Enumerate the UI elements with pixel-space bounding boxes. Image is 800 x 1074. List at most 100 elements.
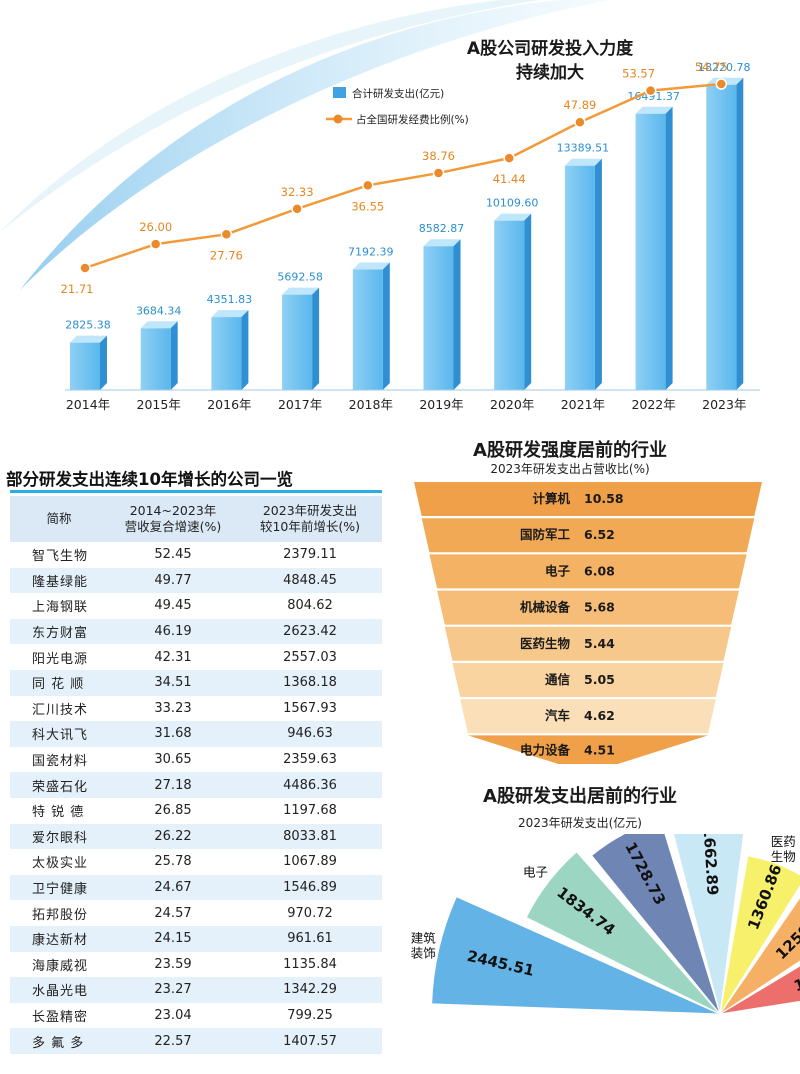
- revenue-growth-cell: 24.15: [108, 925, 238, 952]
- company-name-cell: 水晶光电: [10, 977, 108, 1003]
- bar-value-label: 13389.51: [557, 142, 610, 155]
- fan-value-label: 1662.89: [700, 834, 722, 896]
- fan-category-label: 电子: [523, 864, 548, 879]
- bar-value-label: 5692.58: [277, 271, 323, 284]
- revenue-growth-cell: 26.22: [108, 823, 238, 850]
- revenue-growth-cell: 52.45: [108, 542, 238, 568]
- bar-value-label: 2825.38: [65, 319, 111, 332]
- ratio-point: [574, 116, 586, 128]
- rd-growth-cell: 946.63: [238, 721, 382, 747]
- table-row: 东方财富 46.19 2623.42: [10, 618, 382, 645]
- ratio-point: [715, 78, 728, 90]
- ratio-point: [79, 262, 91, 274]
- x-tick-label: 2018年: [349, 397, 393, 412]
- table-row: 爱尔眼科 26.22 8033.81: [10, 823, 382, 850]
- ratio-value-label: 26.00: [139, 220, 172, 234]
- funnel-value-label: 10.58: [584, 491, 624, 506]
- table-divider: [10, 490, 382, 493]
- funnel-segment: 电力设备 4.51: [467, 735, 709, 764]
- company-name-cell: 智飞生物: [10, 542, 108, 568]
- company-name-cell: 同 花 顺: [10, 669, 108, 696]
- x-tick-label: 2016年: [207, 397, 251, 412]
- funnel-segment: 机械设备 5.68: [437, 590, 739, 625]
- revenue-growth-cell: 25.78: [108, 849, 238, 875]
- ratio-value-label: 53.57: [622, 67, 655, 81]
- table-header-row: 简称 2014~2023年 营收复合增速(%) 2023年研发支出 较10年前增长(…: [10, 496, 382, 542]
- company-name-cell: 多 氟 多: [10, 1028, 108, 1054]
- table-row: 隆基绿能 49.77 4848.45: [10, 567, 382, 594]
- funnel-value-label: 6.08: [584, 563, 615, 578]
- rd-growth-cell: 1407.57: [238, 1028, 382, 1054]
- funnel-subtitle: 2023年研发支出占营收比(%): [490, 462, 650, 476]
- company-name-cell: 上海钢联: [10, 593, 108, 619]
- company-name-cell: 卫宁健康: [10, 874, 108, 901]
- table-row: 康达新材 24.15 961.61: [10, 925, 382, 952]
- revenue-growth-cell: 23.59: [108, 951, 238, 978]
- bar-10: [706, 77, 744, 390]
- rd-growth-cell: 1197.68: [238, 797, 382, 824]
- x-tick-label: 2015年: [137, 397, 181, 412]
- revenue-growth-cell: 42.31: [108, 644, 238, 670]
- legend-line-label: 占全国研发经费比例(%): [356, 114, 469, 126]
- rd-growth-cell: 2623.42: [238, 618, 382, 645]
- funnel-chart: 计算机 10.58 国防军工 6.52 电子 6.08 机械设备 5.68 医药生物 5.44 通信…: [414, 482, 762, 764]
- fan-subtitle: 2023年研发支出(亿元): [518, 816, 642, 830]
- table-row: 特 锐 德 26.85 1197.68: [10, 797, 382, 824]
- ratio-point: [149, 238, 162, 250]
- table-header-rd-growth: 2023年研发支出 较10年前增长(%): [238, 496, 382, 542]
- table-row: 卫宁健康 24.67 1546.89: [10, 874, 382, 901]
- fan-category-label: 医药: [771, 834, 796, 849]
- legend-bar-swatch: [333, 87, 346, 98]
- funnel-value-label: 5.44: [584, 636, 615, 651]
- ratio-value-label: 38.76: [422, 149, 455, 163]
- revenue-growth-cell: 49.45: [108, 593, 238, 619]
- ratio-point: [503, 152, 515, 164]
- funnel-value-label: 5.05: [584, 672, 615, 687]
- revenue-growth-cell: 33.23: [108, 695, 238, 722]
- bar-8: [564, 158, 602, 390]
- company-name-cell: 海康威视: [10, 951, 108, 978]
- revenue-growth-cell: 24.57: [108, 900, 238, 926]
- funnel-category-label: 通信: [545, 672, 571, 687]
- revenue-growth-cell: 24.67: [108, 874, 238, 901]
- revenue-growth-cell: 34.51: [108, 669, 238, 696]
- revenue-growth-cell: 46.19: [108, 618, 238, 645]
- bar-value-label: 10109.60: [486, 197, 539, 210]
- company-name-cell: 康达新材: [10, 925, 108, 952]
- table-row: 汇川技术 33.23 1567.93: [10, 695, 382, 722]
- funnel-value-label: 4.51: [584, 742, 615, 757]
- rd-growth-cell: 1368.18: [238, 669, 382, 696]
- funnel-category-label: 汽车: [545, 708, 571, 723]
- funnel-category-label: 医药生物: [520, 636, 571, 651]
- table-row: 同 花 顺 34.51 1368.18: [10, 669, 382, 696]
- ratio-value-label: 54.75: [695, 60, 728, 74]
- table-header-name: 简称: [10, 496, 108, 542]
- fan-category-label: 装饰: [411, 945, 436, 960]
- funnel-segment: 医药生物 5.44: [444, 626, 732, 661]
- funnel-category-label: 电力设备: [520, 742, 571, 757]
- company-name-cell: 太极实业: [10, 849, 108, 875]
- funnel-segment: 国防军工 6.52: [421, 518, 755, 553]
- fan-segment: 1662.89电力设备: [672, 834, 745, 1015]
- fan-segment: 1232.48通信: [719, 955, 800, 1015]
- legend-line-swatch: [333, 114, 343, 124]
- x-tick-label: 2021年: [561, 397, 605, 412]
- rd-growth-cell: 804.62: [238, 593, 382, 619]
- bar-value-label: 8582.87: [419, 222, 465, 235]
- table-header-growth: 2014~2023年 营收复合增速(%): [108, 496, 238, 542]
- table-row: 阳光电源 42.31 2557.03: [10, 644, 382, 670]
- rd-growth-cell: 799.25: [238, 1002, 382, 1029]
- bar-value-label: 16491.37: [627, 90, 680, 103]
- funnel-segment: 计算机 10.58: [414, 482, 762, 516]
- rd-growth-cell: 4486.36: [238, 772, 382, 798]
- rd-growth-cell: 1567.93: [238, 695, 382, 722]
- rd-growth-cell: 970.72: [238, 900, 382, 926]
- fan-category-label: 建筑: [411, 930, 437, 945]
- ratio-value-label: 32.33: [281, 185, 314, 199]
- company-name-cell: 长盈精密: [10, 1002, 108, 1029]
- company-name-cell: 荣盛石化: [10, 772, 108, 798]
- x-tick-label: 2017年: [278, 397, 322, 412]
- company-name-cell: 拓邦股份: [10, 900, 108, 926]
